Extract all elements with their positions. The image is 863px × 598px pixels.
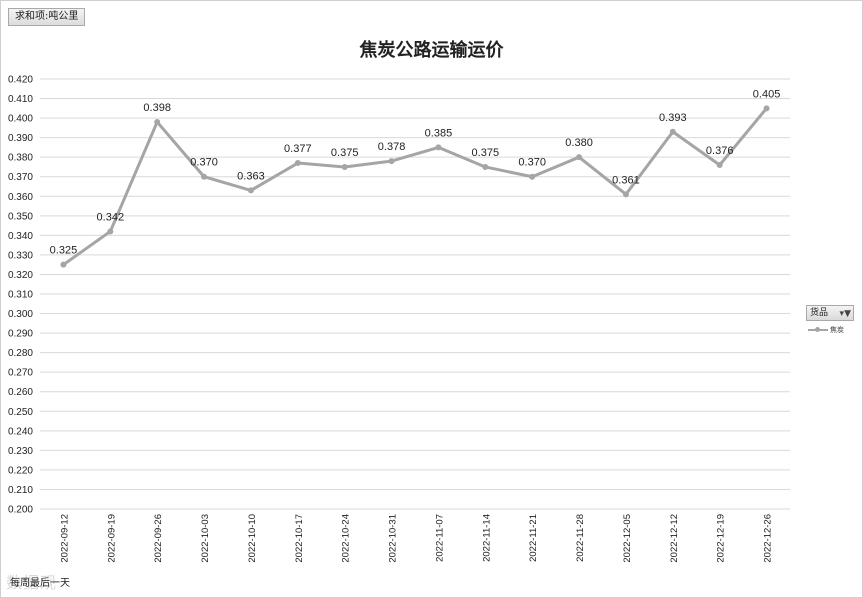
y-tick-label: 0.370 [8, 172, 33, 183]
x-tick-label: 2022-09-19 [106, 514, 117, 563]
x-tick-label: 2022-11-14 [481, 514, 492, 562]
chart-title: 焦炭公路运输运价 [359, 40, 504, 61]
y-tick-label: 0.350 [8, 211, 33, 222]
data-point [482, 163, 489, 170]
legend: 货品 ▾▼ 焦炭 [806, 305, 854, 335]
value-field-button[interactable]: 求和项:吨公里 [8, 8, 86, 26]
y-tick-label: 0.380 [8, 153, 33, 164]
legend-filter-button[interactable]: 货品 ▾▼ [806, 305, 854, 321]
data-point [201, 173, 208, 180]
data-point [107, 228, 114, 235]
data-point [763, 105, 770, 112]
x-tick-label: 2022-09-26 [153, 514, 164, 563]
series-line-path [62, 107, 768, 266]
data-label: 0.377 [284, 143, 312, 155]
y-tick-label: 0.410 [8, 94, 33, 105]
data-label: 0.375 [331, 147, 359, 159]
data-point [341, 163, 348, 170]
data-label: 0.385 [425, 127, 453, 139]
x-tick-label: 2022-12-05 [622, 514, 633, 563]
data-point [435, 144, 442, 151]
data-label: 0.370 [518, 157, 546, 169]
y-tick-label: 0.390 [8, 133, 33, 144]
y-tick-label: 0.200 [8, 505, 33, 516]
y-tick-label: 0.270 [8, 368, 33, 379]
legend-title: 货品 [810, 308, 829, 318]
x-tick-label: 2022-10-24 [341, 514, 352, 563]
y-tick-label: 0.290 [8, 329, 33, 340]
y-tick-label: 0.230 [8, 446, 33, 457]
y-tick-label: 0.360 [8, 192, 33, 203]
series-line [60, 105, 770, 268]
filter-icon[interactable]: ▾▼ [839, 309, 851, 319]
data-point [529, 173, 536, 180]
y-tick-label: 0.340 [8, 231, 33, 242]
legend-entry-label: 焦炭 [830, 326, 844, 334]
data-label: 0.342 [97, 211, 125, 223]
y-tick-label: 0.280 [8, 348, 33, 359]
data-label: 0.325 [50, 245, 78, 257]
axis-field-button[interactable]: 每周最后一天 [10, 578, 70, 589]
data-label: 0.363 [237, 170, 265, 182]
watermark-text: 数据观 [6, 573, 58, 592]
data-point [154, 119, 161, 125]
data-point [622, 191, 629, 198]
legend-line-swatch [808, 327, 828, 332]
data-point [576, 154, 583, 161]
y-axis-tick-labels: 0.200 0.210 0.220 0.230 0.240 0.250 0.260 0.270… [8, 75, 33, 516]
data-label: 0.405 [753, 88, 781, 100]
x-tick-label: 2022-12-26 [763, 514, 774, 563]
data-label: 0.370 [190, 157, 218, 169]
y-tick-label: 0.220 [8, 465, 33, 476]
y-tick-label: 0.310 [8, 290, 33, 301]
x-tick-label: 2022-11-07 [434, 514, 445, 562]
y-tick-label: 0.210 [8, 485, 33, 496]
legend-entry: 焦炭 [806, 325, 854, 335]
x-tick-label: 2022-09-12 [59, 514, 70, 563]
y-tick-label: 0.300 [8, 309, 33, 320]
data-point [388, 158, 395, 165]
x-tick-label: 2022-10-03 [200, 514, 211, 563]
data-point [60, 261, 67, 268]
y-tick-label: 0.320 [8, 270, 33, 281]
x-tick-label: 2022-12-19 [716, 514, 727, 563]
data-label: 0.361 [612, 174, 640, 186]
x-tick-label: 2022-10-31 [388, 514, 399, 563]
y-tick-label: 0.240 [8, 426, 33, 437]
x-tick-label: 2022-10-17 [294, 514, 305, 563]
data-point [669, 128, 676, 135]
x-tick-label: 2022-11-21 [528, 514, 539, 562]
x-tick-label: 2022-10-10 [247, 514, 258, 563]
data-point [247, 187, 254, 194]
y-tick-label: 0.400 [8, 114, 33, 125]
y-tick-label: 0.420 [8, 75, 33, 86]
gridlines [40, 78, 790, 510]
data-label: 0.376 [706, 145, 734, 157]
y-tick-label: 0.330 [8, 250, 33, 261]
x-tick-label: 2022-11-28 [575, 514, 586, 562]
y-tick-label: 0.250 [8, 407, 33, 418]
data-label: 0.380 [565, 137, 593, 149]
x-axis-tick-labels: 2022-09-12 2022-09-19 2022-09-26 2022-10-03… [59, 514, 773, 563]
data-labels: 0.325 0.342 0.398 0.370 0.363 0.377 0.375 0.378… [50, 88, 781, 256]
data-label: 0.393 [659, 112, 687, 124]
data-label: 0.375 [472, 147, 500, 159]
data-label: 0.398 [143, 102, 171, 114]
y-tick-label: 0.260 [8, 387, 33, 398]
data-point [716, 162, 723, 168]
x-tick-label: 2022-12-12 [669, 514, 680, 563]
data-label: 0.378 [378, 141, 406, 153]
data-point [294, 160, 301, 167]
